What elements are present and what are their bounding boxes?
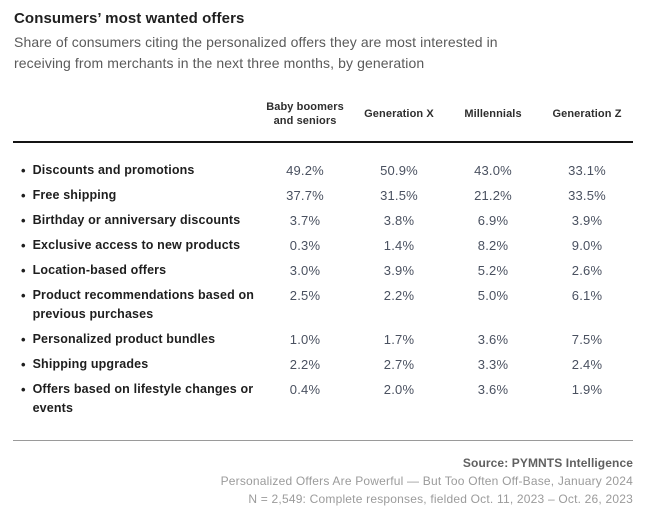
value-cell: 3.8% <box>383 213 415 228</box>
footer-divider <box>13 440 633 441</box>
value-cell: 1.9% <box>571 382 603 397</box>
source-attribution: Source: PYMNTS Intelligence <box>462 456 633 470</box>
value-cell: 3.9% <box>571 213 603 228</box>
value-cell: 49.2% <box>286 163 324 178</box>
bullet-icon: • <box>21 263 26 278</box>
value-cell: 3.0% <box>289 263 321 278</box>
table-row: • Birthday or anniversary discounts 3.7% 3.… <box>13 211 633 230</box>
value-cell: 3.9% <box>383 263 415 278</box>
value-cell: 3.6% <box>477 382 509 397</box>
offer-label: Personalized product bundles <box>32 332 216 346</box>
table-row: • Personalized product bundles 1.0% 1.7% 3.6… <box>13 330 633 349</box>
sample-note: N = 2,549: Complete responses, fielded O… <box>248 492 633 506</box>
offer-label-cell: • Location-based offers <box>13 261 258 280</box>
bullet-icon: • <box>21 357 26 372</box>
table-body: • Discounts and promotions 49.2% 50.9% 43.0%… <box>13 143 633 418</box>
report-title: Personalized Offers Are Powerful — But T… <box>220 474 633 488</box>
value-cell: 21.2% <box>474 188 512 203</box>
value-cell: 6.9% <box>477 213 509 228</box>
value-cell: 2.7% <box>383 357 415 372</box>
value-cell: 33.5% <box>568 188 606 203</box>
offer-label: Product recommendations based on previou… <box>32 288 255 321</box>
value-cell: 1.4% <box>383 238 415 253</box>
value-cell: 0.3% <box>289 238 321 253</box>
value-cell: 7.5% <box>571 332 603 347</box>
bullet-icon: • <box>21 288 26 303</box>
column-header-generation-x: Generation X <box>364 108 434 120</box>
offer-label-cell: • Offers based on lifestyle changes or ev… <box>13 380 258 418</box>
offer-label-cell: • Personalized product bundles <box>13 330 258 349</box>
bullet-icon: • <box>21 238 26 253</box>
value-cell: 3.7% <box>289 213 321 228</box>
value-cell: 50.9% <box>380 163 418 178</box>
column-header-millennials: Millennials <box>464 108 522 120</box>
table-row: • Product recommendations based on previo… <box>13 286 633 324</box>
value-cell: 5.0% <box>477 288 509 303</box>
bullet-icon: • <box>21 382 26 397</box>
value-cell: 33.1% <box>568 163 606 178</box>
bullet-icon: • <box>21 163 26 178</box>
value-cell: 43.0% <box>474 163 512 178</box>
bullet-icon: • <box>21 188 26 203</box>
offer-label: Exclusive access to new products <box>32 238 241 252</box>
table-row: • Discounts and promotions 49.2% 50.9% 43.0%… <box>13 161 633 180</box>
offer-label: Free shipping <box>32 188 117 202</box>
value-cell: 2.5% <box>289 288 321 303</box>
offer-label-cell: • Discounts and promotions <box>13 161 258 180</box>
report-figure: Consumers’ most wanted offers Share of c… <box>13 10 633 508</box>
value-cell: 2.4% <box>571 357 603 372</box>
value-cell: 2.6% <box>571 263 603 278</box>
value-cell: 31.5% <box>380 188 418 203</box>
value-cell: 3.6% <box>477 332 509 347</box>
offer-label-cell: • Shipping upgrades <box>13 355 258 374</box>
value-cell: 37.7% <box>286 188 324 203</box>
value-cell: 2.2% <box>383 288 415 303</box>
value-cell: 6.1% <box>571 288 603 303</box>
bullet-icon: • <box>21 213 26 228</box>
value-cell: 0.4% <box>289 382 321 397</box>
table-row: • Free shipping 37.7% 31.5% 21.2% 33.5% <box>13 186 633 205</box>
value-cell: 2.0% <box>383 382 415 397</box>
bullet-icon: • <box>21 332 26 347</box>
page-title: Consumers’ most wanted offers <box>14 10 245 27</box>
value-cell: 8.2% <box>477 238 509 253</box>
table-row: • Exclusive access to new products 0.3% 1.4… <box>13 236 633 255</box>
column-header-baby-boomers: Baby boomers and seniors <box>266 101 344 127</box>
value-cell: 5.2% <box>477 263 509 278</box>
offer-label: Birthday or anniversary discounts <box>32 213 241 227</box>
table-row: • Offers based on lifestyle changes or ev… <box>13 380 633 418</box>
offer-label: Shipping upgrades <box>32 357 149 371</box>
value-cell: 2.2% <box>289 357 321 372</box>
value-cell: 1.7% <box>383 332 415 347</box>
offer-label: Discounts and promotions <box>32 163 195 177</box>
offers-table: Baby boomers and seniors Generation X Mi… <box>13 100 633 418</box>
value-cell: 9.0% <box>571 238 603 253</box>
offer-label-cell: • Exclusive access to new products <box>13 236 258 255</box>
column-header-generation-z: Generation Z <box>552 108 622 120</box>
table-header-row: Baby boomers and seniors Generation X Mi… <box>13 100 633 143</box>
table-row: • Shipping upgrades 2.2% 2.7% 3.3% 2.4% <box>13 355 633 374</box>
offer-label-cell: • Product recommendations based on previo… <box>13 286 258 324</box>
offer-label-cell: • Free shipping <box>13 186 258 205</box>
source-footer: Source: PYMNTS Intelligence Personalized… <box>14 454 633 508</box>
table-row: • Location-based offers 3.0% 3.9% 5.2% 2.6% <box>13 261 633 280</box>
value-cell: 1.0% <box>289 332 321 347</box>
offer-label: Location-based offers <box>32 263 167 277</box>
offer-label: Offers based on lifestyle changes or eve… <box>32 382 254 415</box>
value-cell: 3.3% <box>477 357 509 372</box>
page-subtitle: Share of consumers citing the personaliz… <box>14 34 498 71</box>
offer-label-cell: • Birthday or anniversary discounts <box>13 211 258 230</box>
